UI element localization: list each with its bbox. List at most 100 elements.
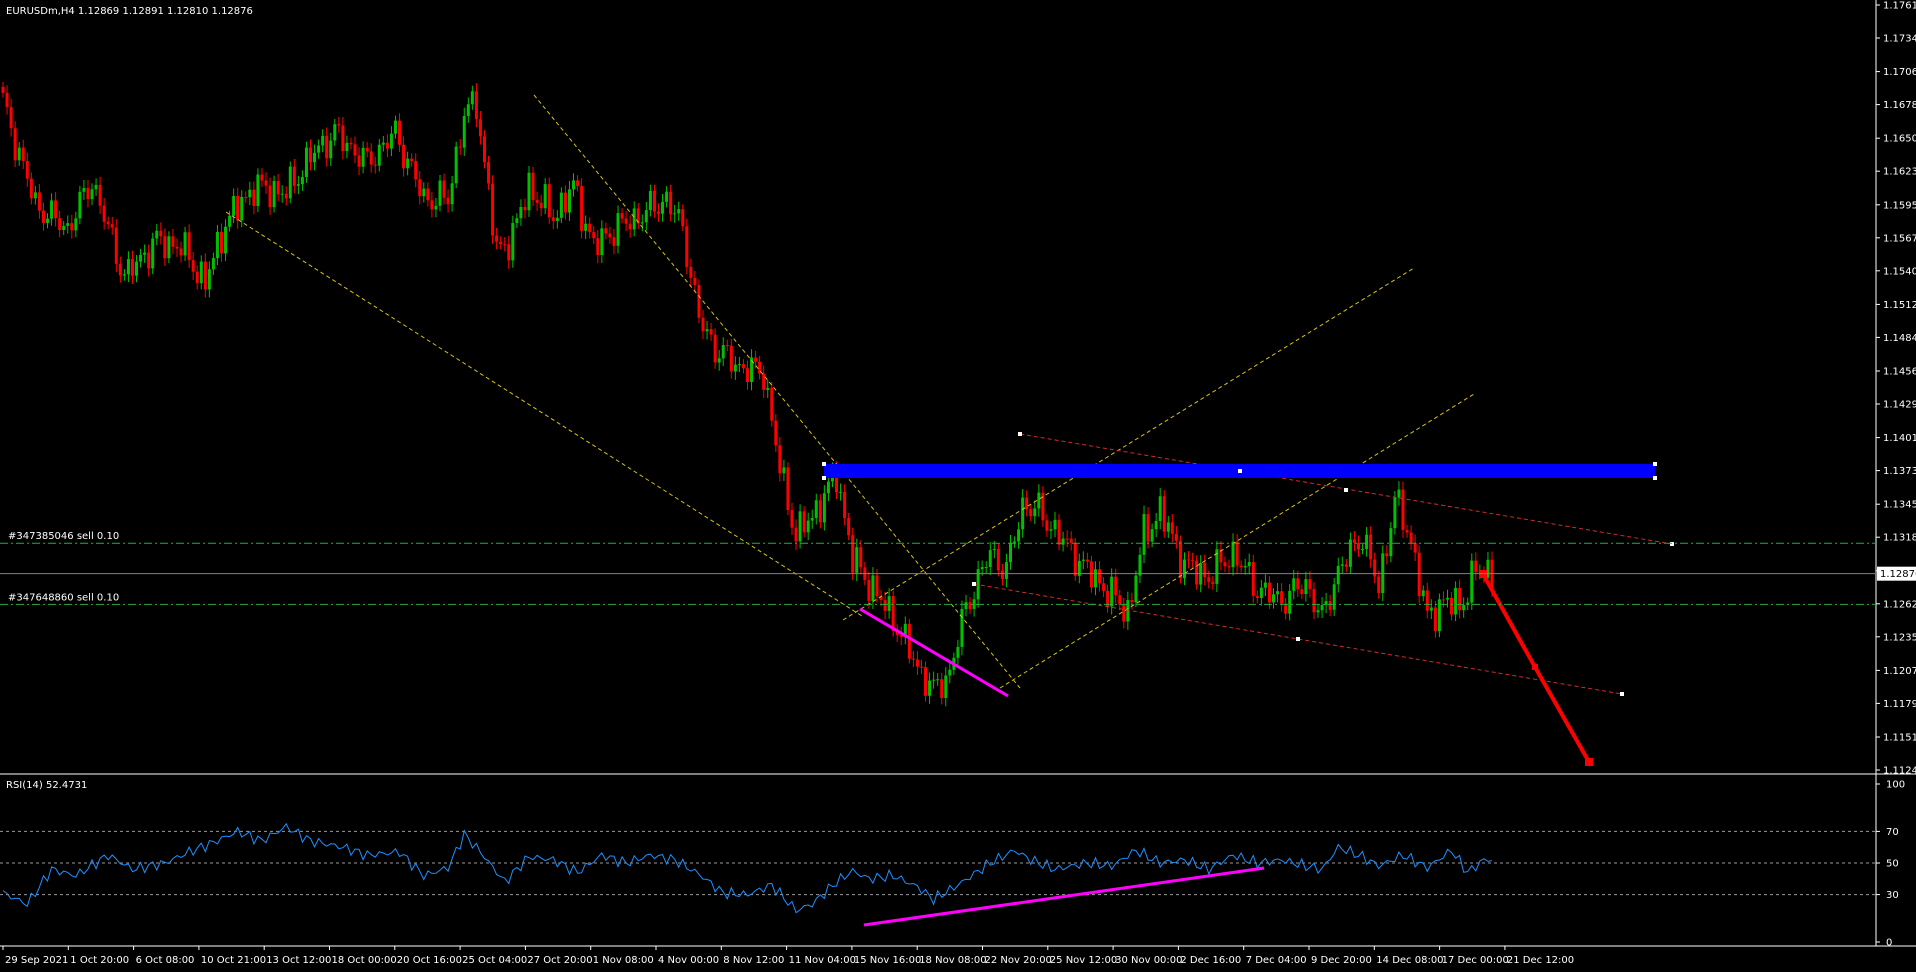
candle-body bbox=[1089, 561, 1093, 588]
candle-body bbox=[236, 196, 240, 221]
time-tick-label: 25 Nov 12:00 bbox=[1050, 955, 1117, 966]
candle-body bbox=[1365, 534, 1369, 549]
candle-body bbox=[357, 155, 361, 167]
candle-body bbox=[337, 124, 341, 126]
price-tick-label: 1.12350 bbox=[1883, 632, 1916, 643]
candle-body bbox=[725, 345, 729, 347]
candle-body bbox=[122, 274, 126, 276]
candle-body bbox=[806, 520, 810, 533]
time-tick-label: 4 Nov 00:00 bbox=[658, 955, 719, 966]
candle-body bbox=[1227, 566, 1231, 568]
candle-body bbox=[786, 467, 790, 511]
candle-body bbox=[442, 180, 446, 198]
candle-body bbox=[17, 147, 21, 161]
current-price-box bbox=[1877, 566, 1916, 581]
candle-body bbox=[1377, 576, 1381, 594]
candle-body bbox=[341, 125, 345, 152]
zone-handle bbox=[822, 462, 826, 466]
candle-body bbox=[33, 192, 37, 199]
candle-body bbox=[62, 225, 66, 230]
candle-body bbox=[527, 172, 531, 211]
candle-body bbox=[656, 211, 660, 214]
candle-body bbox=[1126, 600, 1130, 622]
candle-body bbox=[600, 228, 604, 256]
candle-body bbox=[612, 237, 616, 246]
candle-body bbox=[280, 193, 284, 195]
candle-body bbox=[1, 86, 5, 93]
candle-body bbox=[790, 510, 794, 528]
candle-body bbox=[628, 223, 632, 230]
candle-body bbox=[1239, 565, 1243, 568]
candle-body bbox=[426, 188, 430, 201]
candle-body bbox=[422, 188, 426, 197]
candle-body bbox=[936, 679, 940, 681]
candle-body bbox=[25, 160, 29, 179]
candle-body bbox=[774, 420, 778, 446]
candle-body bbox=[632, 208, 636, 230]
candle-body bbox=[313, 152, 317, 163]
rsi-tick-label: 50 bbox=[1886, 859, 1899, 870]
yellow-channel-rising-lower bbox=[999, 393, 1475, 689]
candle-body bbox=[689, 266, 693, 278]
candle-body bbox=[839, 491, 843, 493]
candle-body bbox=[1142, 513, 1146, 555]
candle-body bbox=[1433, 607, 1437, 632]
candle-body bbox=[956, 646, 960, 658]
time-tick-label: 8 Nov 12:00 bbox=[723, 955, 784, 966]
candle-body bbox=[1166, 522, 1170, 532]
candle-body bbox=[555, 217, 559, 221]
candle-body bbox=[110, 224, 114, 228]
candle-body bbox=[1017, 529, 1021, 542]
candle-body bbox=[1417, 552, 1421, 597]
candle-body bbox=[491, 183, 495, 236]
candle-body bbox=[782, 467, 786, 474]
candle-body bbox=[1223, 562, 1227, 567]
price-tick-label: 1.12625 bbox=[1883, 599, 1916, 610]
candle-body bbox=[620, 213, 624, 219]
candle-body bbox=[1215, 549, 1219, 584]
candle-body bbox=[762, 373, 766, 390]
candle-body bbox=[474, 91, 478, 120]
candle-body bbox=[70, 223, 74, 231]
candle-body bbox=[644, 210, 648, 223]
candle-body bbox=[82, 188, 86, 192]
candle-body bbox=[478, 119, 482, 137]
candle-body bbox=[1312, 589, 1316, 613]
candle-body bbox=[207, 269, 211, 290]
candle-body bbox=[539, 202, 543, 209]
symbol-info-label: EURUSDm,H4 1.12869 1.12891 1.12810 1.128… bbox=[6, 6, 253, 17]
time-tick-label: 30 Nov 00:00 bbox=[1115, 955, 1182, 966]
candle-body bbox=[1385, 553, 1389, 557]
candle-body bbox=[1085, 559, 1089, 562]
candle-body bbox=[770, 387, 774, 421]
time-tick-label: 13 Oct 12:00 bbox=[266, 955, 331, 966]
candle-body bbox=[932, 679, 936, 681]
candle-body bbox=[584, 223, 588, 231]
price-tick-label: 1.17340 bbox=[1883, 34, 1916, 45]
candle-body bbox=[1053, 519, 1057, 530]
candle-body bbox=[393, 120, 397, 134]
anchor-point bbox=[972, 582, 976, 586]
candle-body bbox=[228, 215, 232, 227]
candle-body bbox=[1445, 597, 1449, 600]
candle-body bbox=[871, 575, 875, 601]
candle-body bbox=[252, 189, 256, 206]
candle-body bbox=[309, 147, 313, 163]
candle-body bbox=[1336, 565, 1340, 585]
candle-body bbox=[1292, 578, 1296, 591]
candle-body bbox=[1158, 496, 1162, 522]
candle-body bbox=[300, 177, 304, 185]
candle-body bbox=[1421, 590, 1425, 597]
candle-body bbox=[1219, 549, 1223, 563]
time-tick-label: 25 Oct 04:00 bbox=[462, 955, 527, 966]
candle-body bbox=[54, 200, 58, 219]
candle-body bbox=[1280, 591, 1284, 604]
candle-body bbox=[398, 120, 402, 145]
candle-body bbox=[462, 116, 466, 148]
candle-body bbox=[750, 357, 754, 382]
candle-body bbox=[1118, 595, 1122, 605]
candle-body bbox=[135, 261, 139, 276]
candle-body bbox=[843, 491, 847, 518]
